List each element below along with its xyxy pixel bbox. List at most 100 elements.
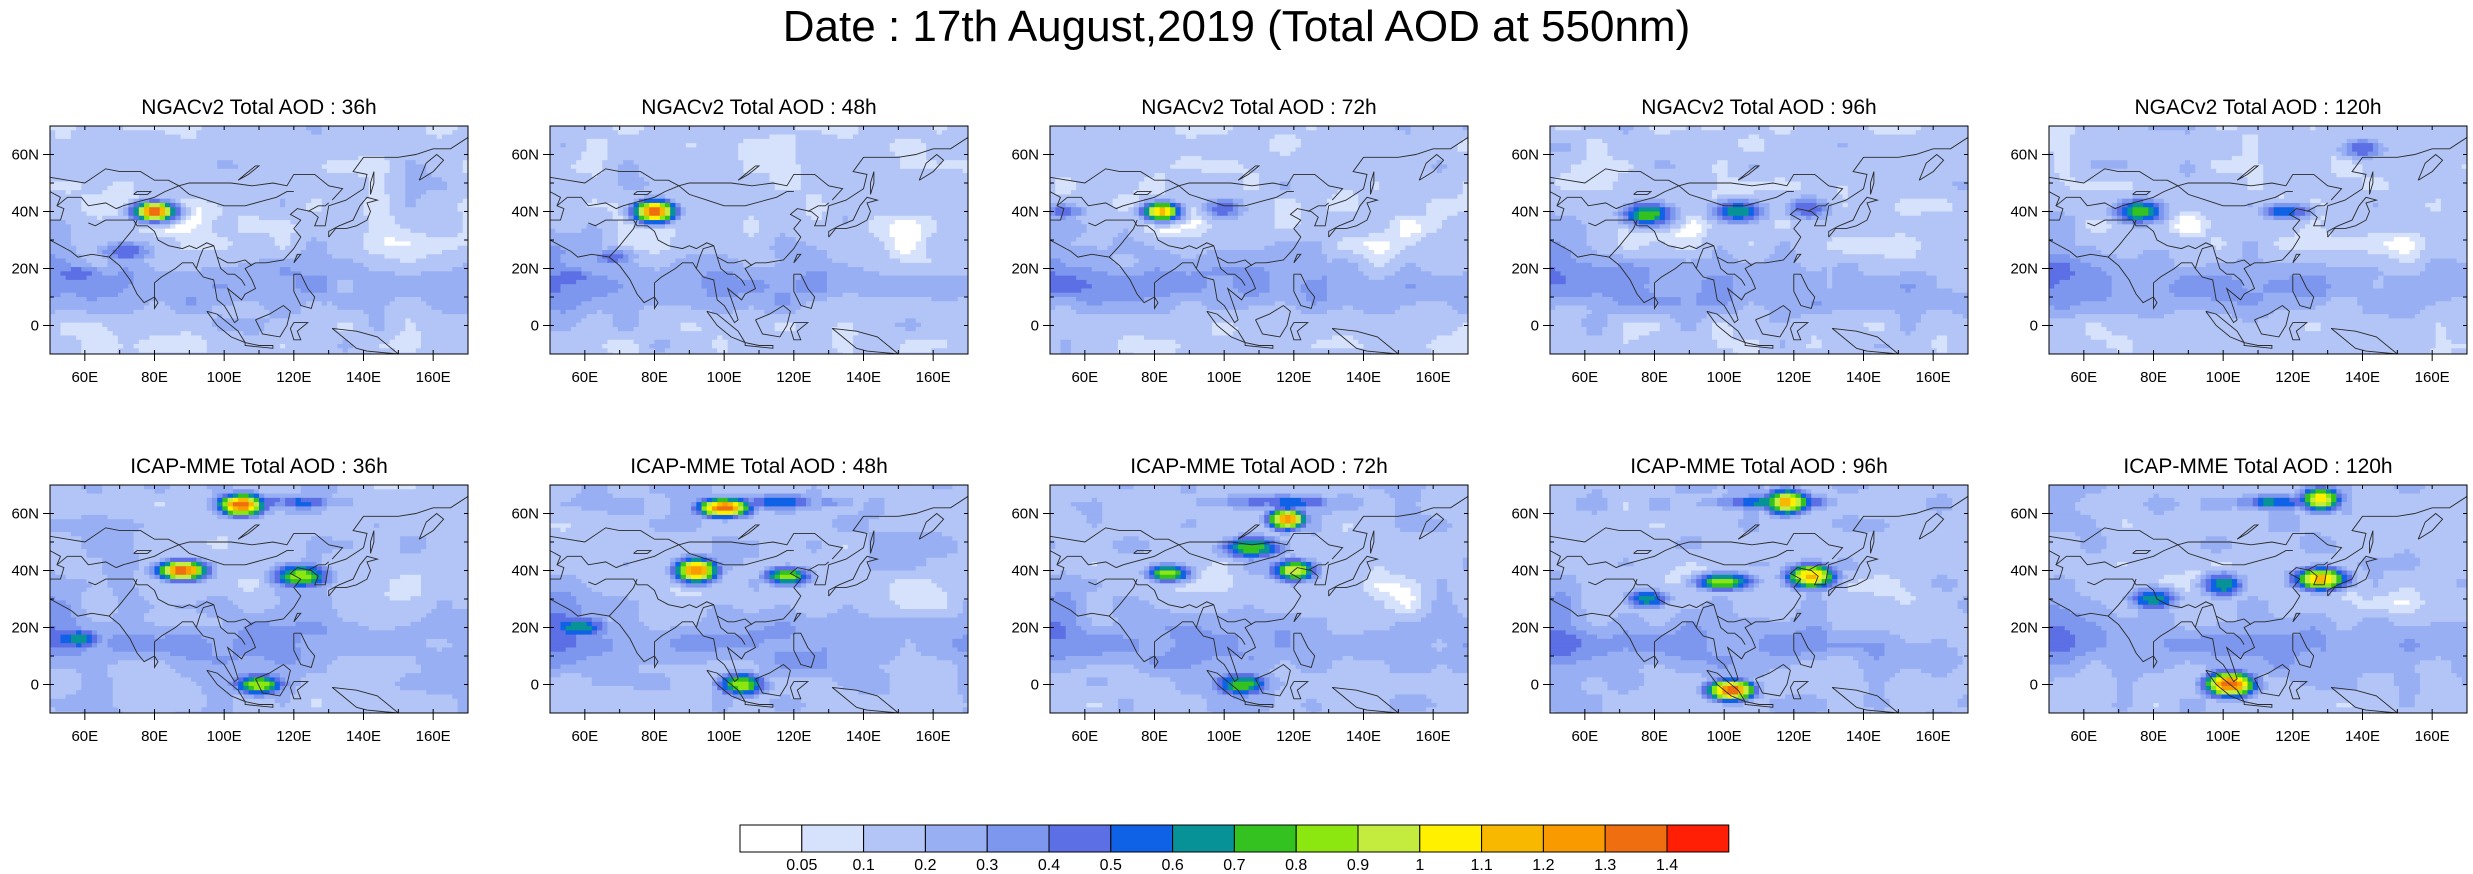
y-tick-label: 40N <box>11 563 39 580</box>
colorbar-label: 0.7 <box>1223 857 1245 874</box>
x-tick-label: 120E <box>276 369 311 386</box>
map-plot: 60E 80E 100E 120E 140E 160E 0 20N 40N 60N <box>2010 484 2468 745</box>
panel-title: NGACv2 Total AOD : 96h <box>1641 96 1877 119</box>
map-plot: 60E 80E 100E 120E 140E 160E 0 20N 40N 60N <box>11 484 469 745</box>
map-panel: 60E 80E 100E 120E 140E 160E 0 20N 40N 60N NGACv2 T… <box>1999 30 2473 394</box>
colorbar-label: 1 <box>1415 857 1424 874</box>
y-tick-label: 60N <box>1511 147 1539 164</box>
colorbar-swatch <box>1110 824 1174 853</box>
map-panel: 60E 80E 100E 120E 140E 160E 0 20N 40N 60N ICAP-MME… <box>1999 389 2473 753</box>
colorbar-label: 0.1 <box>852 857 874 874</box>
x-tick-label: 60E <box>71 728 98 745</box>
x-tick-label: 120E <box>2275 728 2310 745</box>
colorbar-swatch <box>739 824 803 853</box>
x-tick-label: 80E <box>2140 728 2167 745</box>
y-tick-label: 20N <box>1511 261 1539 278</box>
x-tick-label: 120E <box>1776 728 1811 745</box>
aod-field <box>1550 126 1968 354</box>
colorbar-swatch <box>986 824 1050 853</box>
y-tick-label: 40N <box>11 204 39 221</box>
colorbar-label: 1.4 <box>1656 857 1678 874</box>
x-tick-label: 80E <box>141 369 168 386</box>
x-tick-label: 100E <box>1207 369 1242 386</box>
aod-field <box>50 485 468 713</box>
x-tick-label: 160E <box>916 728 951 745</box>
y-tick-label: 40N <box>511 563 539 580</box>
map-panel: 60E 80E 100E 120E 140E 160E 0 20N 40N 60N ICAP-MME… <box>1000 389 1518 753</box>
x-tick-label: 60E <box>571 728 598 745</box>
y-tick-label: 20N <box>2010 620 2038 637</box>
aod-field <box>50 126 468 354</box>
x-tick-label: 160E <box>2415 728 2450 745</box>
x-tick-label: 100E <box>2206 369 2241 386</box>
y-tick-label: 0 <box>2030 677 2038 694</box>
colorbar-swatch <box>1357 824 1421 853</box>
colorbar-label: 1.2 <box>1532 857 1554 874</box>
x-tick-label: 140E <box>1346 728 1381 745</box>
map-plot: 60E 80E 100E 120E 140E 160E 0 20N 40N 60N <box>511 125 969 386</box>
map-panel: 60E 80E 100E 120E 140E 160E 0 20N 40N 60N NGACv2 T… <box>500 30 1018 394</box>
x-tick-label: 160E <box>416 369 451 386</box>
aod-field <box>1550 485 1968 713</box>
y-tick-label: 40N <box>1011 563 1039 580</box>
x-tick-label: 160E <box>1416 369 1451 386</box>
map-plot: 60E 80E 100E 120E 140E 160E 0 20N 40N 60N <box>511 484 969 745</box>
x-tick-label: 120E <box>1776 369 1811 386</box>
y-tick-label: 20N <box>11 620 39 637</box>
x-tick-label: 100E <box>1707 369 1742 386</box>
x-tick-label: 120E <box>2275 369 2310 386</box>
colorbar-swatch <box>1666 824 1730 853</box>
aod-field <box>1050 485 1468 713</box>
y-tick-label: 60N <box>1011 147 1039 164</box>
colorbar-label: 1.1 <box>1470 857 1492 874</box>
x-tick-label: 100E <box>2206 728 2241 745</box>
y-tick-label: 20N <box>1011 620 1039 637</box>
x-tick-label: 100E <box>207 728 242 745</box>
coastlines <box>50 137 468 354</box>
colorbar-label: 0.9 <box>1347 857 1369 874</box>
map-panel: 60E 80E 100E 120E 140E 160E 0 20N 40N 60N NGACv2 T… <box>1500 30 2018 394</box>
colorbar-swatch <box>863 824 926 853</box>
panel-title: ICAP-MME Total AOD : 36h <box>130 455 388 478</box>
y-tick-label: 60N <box>1011 506 1039 523</box>
y-tick-label: 20N <box>511 261 539 278</box>
colorbar-label: 0.2 <box>914 857 936 874</box>
map-plot: 60E 80E 100E 120E 140E 160E 0 20N 40N 60N <box>2010 125 2468 386</box>
colorbar-swatch <box>801 824 865 853</box>
x-tick-label: 120E <box>276 728 311 745</box>
y-tick-label: 20N <box>11 261 39 278</box>
x-tick-label: 60E <box>1071 728 1098 745</box>
panel-title: NGACv2 Total AOD : 120h <box>2134 96 2382 119</box>
colorbar-label: 0.3 <box>976 857 998 874</box>
map-panel: 60E 80E 100E 120E 140E 160E 0 20N 40N 60N ICAP-MME… <box>500 389 1018 753</box>
panel-title: ICAP-MME Total AOD : 120h <box>2123 455 2393 478</box>
x-tick-label: 160E <box>416 728 451 745</box>
map-plot: 60E 80E 100E 120E 140E 160E 0 20N 40N 60N <box>1011 125 1469 386</box>
x-tick-label: 80E <box>641 369 668 386</box>
map-plot: 60E 80E 100E 120E 140E 160E 0 20N 40N 60N <box>1011 484 1469 745</box>
panel-title: NGACv2 Total AOD : 72h <box>1141 96 1377 119</box>
coastlines <box>2049 496 2467 713</box>
x-tick-label: 80E <box>2140 369 2167 386</box>
y-tick-label: 20N <box>2010 261 2038 278</box>
y-tick-label: 60N <box>1511 506 1539 523</box>
x-tick-label: 160E <box>1916 728 1951 745</box>
y-tick-label: 40N <box>511 204 539 221</box>
x-tick-label: 140E <box>346 369 381 386</box>
x-tick-label: 80E <box>1641 369 1668 386</box>
y-tick-label: 20N <box>511 620 539 637</box>
aod-field <box>1050 126 1468 354</box>
x-tick-label: 60E <box>2070 369 2097 386</box>
y-tick-label: 0 <box>1531 677 1539 694</box>
panel-title: ICAP-MME Total AOD : 48h <box>630 455 888 478</box>
panel-title: NGACv2 Total AOD : 36h <box>141 96 377 119</box>
x-tick-label: 80E <box>1641 728 1668 745</box>
x-tick-label: 100E <box>707 728 742 745</box>
aod-field <box>550 126 968 354</box>
colorbar-label: 0.05 <box>786 857 817 874</box>
colorbar-swatch <box>1295 824 1359 853</box>
x-tick-label: 80E <box>641 728 668 745</box>
x-tick-label: 160E <box>1916 369 1951 386</box>
y-tick-label: 60N <box>511 147 539 164</box>
coastlines <box>550 496 968 713</box>
